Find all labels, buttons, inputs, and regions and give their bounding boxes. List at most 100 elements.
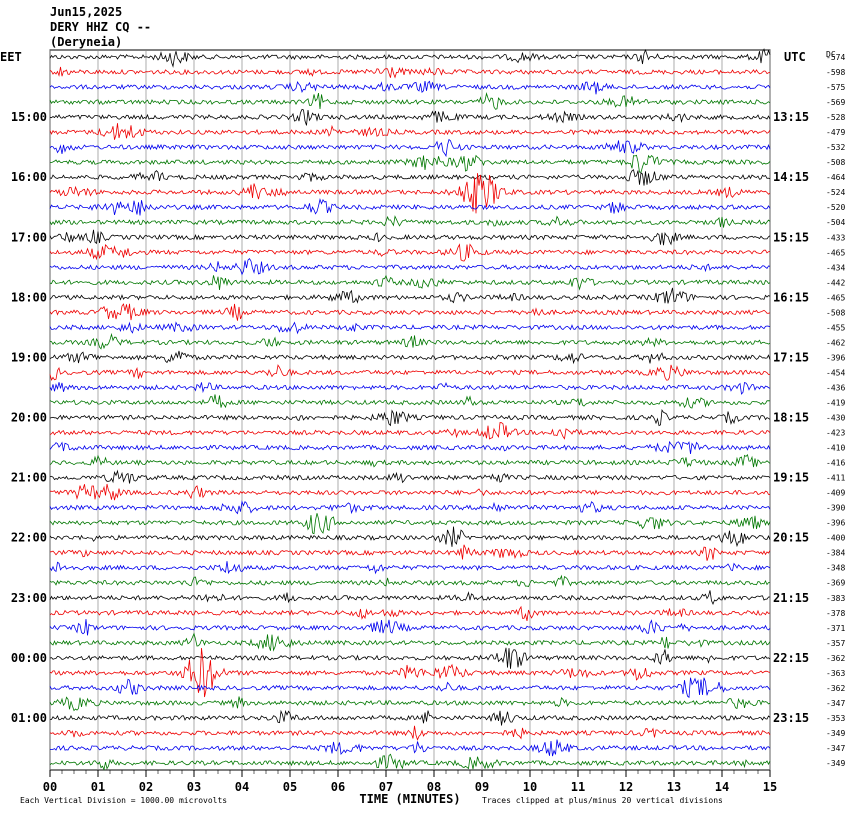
right-hour-label: 18:15: [773, 411, 809, 425]
trace: [49, 80, 771, 95]
trace: [49, 513, 771, 535]
dc-offset-label: -371: [826, 624, 845, 633]
trace: [49, 526, 771, 548]
dc-offset-label: -520: [826, 203, 845, 212]
x-tick-label: 08: [427, 780, 441, 794]
trace: [49, 725, 771, 741]
trace: [49, 321, 771, 335]
trace: [49, 574, 771, 588]
trace: [49, 632, 771, 652]
dc-offset-label: -419: [826, 398, 845, 407]
left-hour-label: 20:00: [11, 411, 47, 425]
trace: [49, 677, 771, 699]
dc-offset-label: -454: [826, 368, 845, 377]
x-tick-label: 11: [571, 780, 585, 794]
dc-offset-label: -434: [826, 263, 845, 272]
dc-offset-label: -353: [826, 714, 845, 723]
dc-offset-label: -528: [826, 113, 845, 122]
left-hour-label: 18:00: [11, 290, 47, 304]
trace: [49, 350, 771, 365]
right-hour-label: 23:15: [773, 711, 809, 725]
left-hour-label: 01:00: [11, 711, 47, 725]
dc-offset-label: -390: [826, 504, 845, 513]
dc-offset-label: -362: [826, 654, 845, 663]
dc-offset-label: -430: [826, 414, 845, 423]
right-hour-label: 14:15: [773, 170, 809, 184]
x-tick-label: 05: [283, 780, 297, 794]
right-hour-label: 15:15: [773, 230, 809, 244]
dc-offset-label: -378: [826, 609, 845, 618]
scale-note: Each Vertical Division = 1000.00 microvo…: [20, 796, 227, 805]
right-hour-label: 22:15: [773, 651, 809, 665]
x-axis-label: TIME (MINUTES): [359, 792, 460, 806]
right-hour-label: 21:15: [773, 591, 809, 605]
dc-offset-label: -574: [826, 53, 845, 62]
dc-offset-label: -504: [826, 218, 845, 227]
left-hour-label: 23:00: [11, 591, 47, 605]
dc-offset-label: -349: [826, 729, 845, 738]
left-hour-label: 16:00: [11, 170, 47, 184]
dc-offset-label: -416: [826, 459, 845, 468]
trace: [49, 108, 771, 126]
trace: [49, 257, 771, 276]
left-timezone: EET: [0, 50, 22, 64]
dc-offset-label: -575: [826, 83, 845, 92]
dc-offset-label: -363: [826, 669, 845, 678]
dc-offset-label: -598: [826, 68, 845, 77]
dc-offset-label: -396: [826, 353, 845, 362]
dc-offset-label: -508: [826, 158, 845, 167]
dc-offset-label: -410: [826, 444, 845, 453]
trace: [49, 123, 771, 140]
dc-offset-label: -436: [826, 383, 845, 392]
trace: [49, 619, 771, 636]
dc-offset-label: -348: [826, 564, 845, 573]
date: Jun15,2025: [50, 5, 122, 19]
trace: [49, 48, 771, 68]
trace: [49, 169, 771, 186]
trace: [49, 274, 771, 291]
trace: [49, 453, 771, 468]
trace: [49, 469, 771, 484]
dc-offset-label: -396: [826, 519, 845, 528]
trace: [49, 408, 771, 427]
x-tick-label: 14: [715, 780, 729, 794]
left-hour-label: 17:00: [11, 230, 47, 244]
right-hour-label: 13:15: [773, 110, 809, 124]
dc-offset-label: -532: [826, 143, 845, 152]
dc-offset-label: -423: [826, 429, 845, 438]
clip-note: Traces clipped at plus/minus 20 vertical…: [482, 796, 723, 805]
trace: [49, 440, 771, 454]
left-hour-label: 22:00: [11, 531, 47, 545]
x-tick-label: 04: [235, 780, 249, 794]
right-timezone: UTC: [784, 50, 806, 64]
trace: [49, 500, 771, 515]
trace: [49, 197, 771, 216]
trace: [49, 590, 770, 606]
dc-offset-label: -362: [826, 684, 845, 693]
dc-label: DC: [826, 50, 836, 59]
dc-offset-label: -433: [826, 233, 845, 242]
dc-offset-label: -384: [826, 549, 845, 558]
dc-offset-label: -357: [826, 639, 845, 648]
dc-offset-label: -465: [826, 248, 845, 257]
left-hour-label: 21:00: [11, 471, 47, 485]
trace: [49, 381, 771, 395]
dc-offset-label: -369: [826, 579, 845, 588]
left-hour-label: 15:00: [11, 110, 47, 124]
trace: [49, 243, 771, 262]
dc-offset-label: -524: [826, 188, 845, 197]
x-tick-label: 15: [763, 780, 777, 794]
x-tick-label: 01: [91, 780, 105, 794]
dc-offset-label: -347: [826, 699, 845, 708]
dc-offset-label: -508: [826, 308, 845, 317]
dc-offset-label: -442: [826, 278, 845, 287]
trace: [49, 696, 771, 712]
dc-offset-label: -383: [826, 594, 845, 603]
x-tick-label: 09: [475, 780, 489, 794]
trace: [50, 154, 771, 173]
trace: [49, 332, 771, 350]
trace: [49, 709, 771, 726]
trace: [49, 647, 771, 698]
trace: [49, 229, 771, 246]
